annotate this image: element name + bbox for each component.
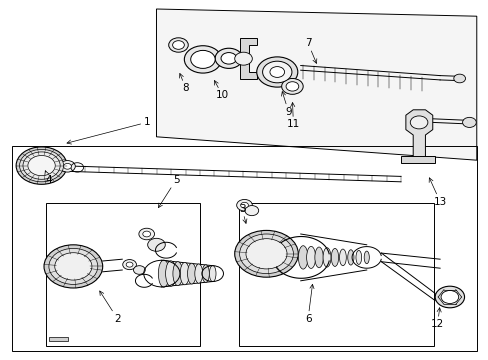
Ellipse shape: [339, 249, 346, 266]
Text: 9: 9: [281, 91, 291, 117]
Circle shape: [239, 234, 293, 274]
Text: 3: 3: [238, 204, 246, 223]
Circle shape: [245, 239, 286, 269]
Ellipse shape: [187, 263, 196, 284]
Text: 1: 1: [67, 117, 150, 144]
Circle shape: [20, 149, 63, 182]
Circle shape: [28, 156, 55, 176]
Text: 10: 10: [214, 81, 228, 100]
Circle shape: [60, 161, 75, 172]
Bar: [49, 337, 68, 341]
Circle shape: [172, 41, 184, 49]
Circle shape: [16, 147, 67, 184]
Ellipse shape: [202, 265, 209, 283]
Circle shape: [139, 228, 154, 240]
Ellipse shape: [158, 260, 169, 287]
Text: 8: 8: [179, 73, 189, 93]
Circle shape: [244, 206, 258, 216]
Bar: [238, 203, 433, 346]
Circle shape: [221, 53, 236, 64]
Circle shape: [122, 260, 136, 270]
Ellipse shape: [165, 261, 176, 286]
Circle shape: [440, 291, 458, 303]
Ellipse shape: [194, 264, 202, 283]
Ellipse shape: [173, 262, 183, 285]
Circle shape: [269, 67, 284, 77]
Circle shape: [240, 202, 248, 208]
Circle shape: [462, 117, 475, 127]
Ellipse shape: [314, 247, 323, 268]
Ellipse shape: [355, 251, 361, 264]
Circle shape: [234, 230, 298, 277]
Circle shape: [147, 238, 165, 251]
Ellipse shape: [331, 248, 338, 266]
Text: 12: 12: [430, 308, 444, 329]
Circle shape: [133, 266, 145, 274]
Circle shape: [63, 163, 71, 169]
Ellipse shape: [298, 246, 307, 269]
Circle shape: [49, 248, 98, 284]
Ellipse shape: [323, 248, 330, 267]
Circle shape: [285, 82, 298, 91]
Ellipse shape: [364, 251, 368, 264]
Text: 2: 2: [100, 291, 121, 324]
Ellipse shape: [347, 250, 353, 265]
Polygon shape: [156, 9, 476, 160]
Circle shape: [256, 57, 297, 87]
Bar: [400, 156, 434, 163]
Circle shape: [190, 50, 215, 68]
Bar: [46, 203, 200, 346]
Circle shape: [215, 48, 242, 68]
Ellipse shape: [180, 262, 189, 285]
Text: 6: 6: [304, 284, 313, 324]
Circle shape: [281, 78, 303, 94]
Text: 7: 7: [304, 38, 316, 63]
Circle shape: [262, 61, 291, 83]
Circle shape: [142, 231, 150, 237]
Ellipse shape: [209, 266, 216, 282]
Circle shape: [44, 245, 102, 288]
Ellipse shape: [306, 246, 315, 269]
Circle shape: [55, 253, 92, 280]
Text: 4: 4: [45, 171, 52, 185]
Polygon shape: [405, 110, 432, 160]
Circle shape: [234, 52, 252, 65]
Text: 11: 11: [286, 103, 300, 129]
Circle shape: [236, 199, 252, 211]
Bar: [12, 146, 476, 351]
Circle shape: [168, 38, 188, 52]
Circle shape: [453, 74, 465, 83]
Circle shape: [434, 286, 464, 308]
Circle shape: [126, 262, 133, 267]
Text: 13: 13: [428, 178, 446, 207]
Circle shape: [184, 46, 221, 73]
Text: 5: 5: [158, 175, 179, 208]
Polygon shape: [239, 38, 256, 79]
Circle shape: [409, 116, 427, 129]
Circle shape: [23, 152, 60, 179]
